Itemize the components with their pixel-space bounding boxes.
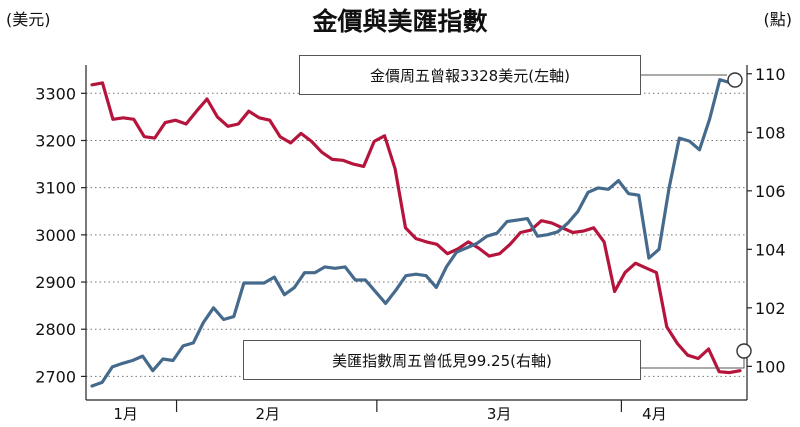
connector-usd [641,358,745,369]
marker-gold [727,72,743,88]
right-tick-label: 102 [755,299,786,318]
left-tick-label: 3000 [35,226,76,245]
end-markers [727,72,752,359]
x-axis-ticks: 1月 2月 3月 4月 [113,400,667,423]
right-axis-unit: (點) [763,10,793,29]
right-tick-label: 104 [755,240,786,259]
right-axis-ticks: 100 102 104 106 108 110 [747,65,786,376]
left-tick-label: 3300 [35,84,76,103]
x-tick-label: 4月 [642,405,667,423]
left-tick-label: 2700 [35,367,76,386]
left-tick-label: 2900 [35,273,76,292]
series-line-gold [90,81,742,375]
grid-lines [86,92,747,377]
left-tick-label: 2800 [35,320,76,339]
right-tick-label: 108 [755,123,786,142]
left-axis-ticks: 2700 2800 2900 3000 3100 3200 3300 [35,84,86,386]
marker-usd [736,343,752,359]
x-tick-label: 1月 [113,405,138,423]
x-tick-label: 3月 [487,405,512,423]
right-tick-label: 100 [755,357,786,376]
chart-title: 金價與美匯指數 [312,7,488,36]
series-lines [90,77,742,388]
left-tick-label: 3200 [35,131,76,150]
series-line-usd [90,77,742,388]
annotation-usd: 美匯指數周五曾低見99.25(右軸) [243,340,641,380]
right-tick-label: 106 [755,182,786,201]
annotation-gold: 金價周五曾報3328美元(左軸) [299,55,641,95]
left-tick-label: 3100 [35,179,76,198]
x-tick-label: 2月 [256,405,281,423]
right-tick-label: 110 [755,65,786,84]
left-axis-unit: (美元) [6,10,51,29]
annotation-connectors [641,74,745,369]
